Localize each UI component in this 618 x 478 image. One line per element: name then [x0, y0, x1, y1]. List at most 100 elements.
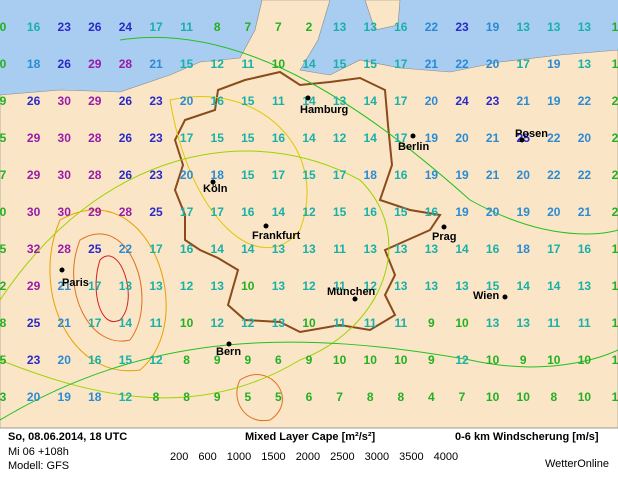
- grid-value: 17: [517, 57, 531, 71]
- grid-value: 15: [211, 131, 225, 145]
- grid-value: 13: [547, 20, 561, 34]
- city-label: Frankfurt: [252, 230, 301, 242]
- grid-value: 10: [364, 353, 378, 367]
- grid-value: 19: [455, 205, 469, 219]
- grid-value: 5: [0, 353, 7, 367]
- grid-value: 20: [578, 131, 592, 145]
- date: So, 08.06.2014, 18 UTC: [8, 431, 127, 443]
- grid-value: 22: [455, 57, 469, 71]
- grid-value: 10: [333, 353, 347, 367]
- grid-value: 1: [612, 316, 618, 330]
- grid-value: 19: [425, 131, 439, 145]
- city-dot: [502, 294, 508, 300]
- grid-value: 24: [455, 94, 469, 108]
- grid-value: 23: [486, 94, 500, 108]
- grid-value: 9: [428, 316, 435, 330]
- grid-value: 30: [58, 168, 72, 182]
- grid-value: 22: [425, 20, 439, 34]
- grid-value: 13: [272, 242, 286, 256]
- grid-value: 21: [486, 131, 500, 145]
- legend-label: 3000: [365, 451, 389, 463]
- grid-value: 5: [275, 390, 282, 404]
- grid-value: 19: [425, 168, 439, 182]
- grid-value: 13: [578, 57, 592, 71]
- city-label: Prag: [432, 231, 456, 243]
- grid-value: 14: [517, 279, 531, 293]
- grid-value: 16: [272, 131, 286, 145]
- brand: WetterOnline: [545, 458, 609, 470]
- grid-value: 11: [150, 316, 163, 330]
- grid-value: 10: [578, 353, 592, 367]
- grid-value: 5: [0, 131, 7, 145]
- grid-value: 10: [517, 390, 531, 404]
- city-label: Berlin: [398, 141, 429, 153]
- grid-value: 5: [0, 242, 7, 256]
- grid-value: 9: [428, 353, 435, 367]
- grid-value: 28: [88, 131, 102, 145]
- legend-label: 3500: [399, 451, 423, 463]
- city-label: Hamburg: [300, 104, 348, 116]
- grid-value: 11: [364, 316, 377, 330]
- grid-value: 32: [27, 242, 41, 256]
- grid-value: 10: [241, 279, 255, 293]
- grid-value: 19: [517, 205, 531, 219]
- grid-values: 0 16 23 26 24 17 11 8 7 7 2 13 13 16 22 23 19 13 13 13 10 18 2…: [0, 20, 618, 404]
- grid-value: 29: [27, 168, 41, 182]
- grid-value: 21: [517, 94, 531, 108]
- legend-label: 2500: [330, 451, 354, 463]
- grid-value: 13: [364, 20, 378, 34]
- grid-value: 15: [394, 205, 408, 219]
- grid-value: 18: [88, 390, 102, 404]
- city-label: Köln: [203, 183, 228, 195]
- grid-value: 13: [333, 20, 347, 34]
- grid-value: 10: [547, 353, 561, 367]
- grid-value: 18: [27, 57, 41, 71]
- grid-value: 19: [486, 20, 500, 34]
- grid-value: 16: [180, 242, 194, 256]
- grid-value: 30: [58, 94, 72, 108]
- grid-value: 16: [241, 205, 255, 219]
- grid-value: 20: [180, 94, 194, 108]
- grid-value: 29: [88, 57, 102, 71]
- grid-value: 13: [149, 279, 163, 293]
- grid-value: 13: [302, 242, 316, 256]
- grid-value: 17: [272, 168, 286, 182]
- grid-value: 15: [241, 131, 255, 145]
- city-label: Posen: [515, 128, 548, 140]
- legend-label: 4000: [434, 451, 458, 463]
- grid-value: 9: [520, 353, 527, 367]
- grid-value: 0: [0, 205, 7, 219]
- grid-value: 25: [88, 242, 102, 256]
- grid-value: 20: [486, 57, 500, 71]
- grid-value: 15: [180, 57, 194, 71]
- footer-bg: [0, 428, 618, 478]
- grid-value: 18: [364, 168, 378, 182]
- grid-value: 18: [517, 242, 531, 256]
- grid-value: 11: [333, 279, 346, 293]
- grid-value: 28: [88, 168, 102, 182]
- island: [364, 0, 401, 31]
- grid-value: 10: [180, 316, 194, 330]
- grid-value: 14: [547, 279, 561, 293]
- grid-value: 12: [211, 316, 225, 330]
- legend-label: 600: [198, 451, 216, 463]
- grid-value: 26: [27, 94, 41, 108]
- grid-value: 17: [394, 94, 408, 108]
- grid-value: 17: [149, 20, 163, 34]
- legend-label: 2000: [296, 451, 320, 463]
- grid-value: 20: [180, 168, 194, 182]
- grid-value: 26: [119, 168, 133, 182]
- grid-value: 9: [214, 353, 221, 367]
- grid-value: 21: [58, 279, 72, 293]
- grid-value: 13: [333, 94, 347, 108]
- city-label: Bern: [216, 346, 241, 358]
- cape-title: Mixed Layer Cape [m²/s²]: [245, 431, 376, 443]
- grid-value: 4: [428, 390, 435, 404]
- city-dot: [263, 223, 269, 229]
- grid-value: 8: [183, 390, 190, 404]
- grid-value: 8: [397, 390, 404, 404]
- city-label: München: [327, 286, 376, 298]
- grid-value: 16: [486, 242, 500, 256]
